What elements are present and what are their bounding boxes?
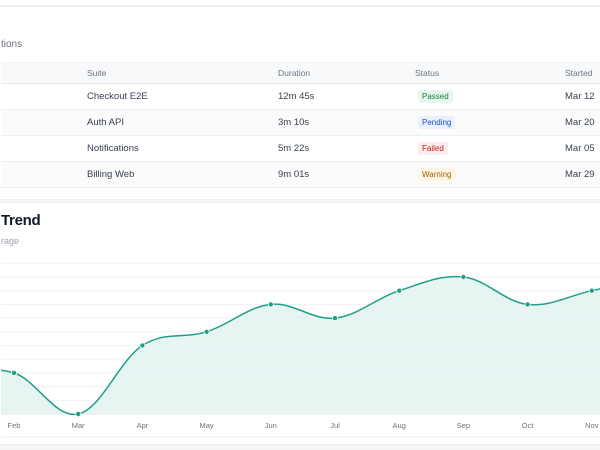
- x-axis-label: Jun: [265, 421, 277, 430]
- suite-cell: Auth API: [87, 109, 278, 136]
- column-header-status[interactable]: Status: [415, 62, 565, 84]
- table-row[interactable]: Billing Web 9m 01s Warning Mar 29: [1, 161, 600, 188]
- status-badge: Pending: [418, 116, 456, 129]
- duration-cell: 5m 22s: [278, 135, 415, 162]
- duration-cell: 9m 01s: [278, 161, 415, 188]
- data-point-marker[interactable]: [267, 301, 274, 308]
- status-badge: Passed: [418, 90, 453, 103]
- started-cell: Mar 12: [565, 83, 600, 110]
- data-point-marker[interactable]: [396, 287, 403, 294]
- table-subtitle: tions: [1, 39, 23, 50]
- suite-cell: Notifications: [87, 135, 278, 162]
- x-axis-label: Apr: [137, 421, 149, 430]
- data-point-marker[interactable]: [139, 342, 146, 349]
- table-row[interactable]: Notifications 5m 22s Failed Mar 05: [1, 135, 600, 162]
- trend-area-chart: Feb Mar Apr May Jun Jul Aug Sep Oct Nov: [1, 262, 600, 438]
- data-point-marker[interactable]: [203, 328, 210, 335]
- data-point-marker[interactable]: [460, 273, 467, 280]
- column-header-suite[interactable]: Suite: [87, 62, 278, 84]
- x-axis-label: Nov: [585, 421, 599, 430]
- status-cell: Warning: [415, 161, 565, 188]
- status-cell: Passed: [415, 83, 565, 110]
- data-point-marker[interactable]: [10, 369, 17, 376]
- x-axis-label: Aug: [393, 421, 406, 430]
- status-cell: Pending: [415, 109, 565, 136]
- started-cell: Mar 29: [565, 161, 600, 188]
- status-badge: Warning: [418, 168, 456, 181]
- x-axis-label: Sep: [457, 421, 470, 430]
- data-point-marker[interactable]: [588, 287, 595, 294]
- x-axis-label: Mar: [72, 421, 85, 430]
- data-point-marker[interactable]: [524, 301, 531, 308]
- status-cell: Failed: [415, 135, 565, 162]
- trend-chart-card: Trend rage Feb Mar Apr May Jun Jul Aug Sep Oct No…: [0, 202, 600, 445]
- test-runs-card: tions Suite Duration Status Started Chec…: [0, 6, 600, 200]
- column-header-started[interactable]: Started: [565, 62, 600, 84]
- data-point-marker[interactable]: [75, 410, 82, 417]
- test-runs-table: Suite Duration Status Started Checkout E…: [1, 62, 600, 188]
- chart-subtitle: rage: [1, 236, 20, 246]
- row-name-cell: [1, 109, 87, 136]
- area-fill: [1, 276, 600, 415]
- started-cell: Mar 20: [565, 109, 600, 136]
- status-badge: Failed: [418, 142, 448, 155]
- duration-cell: 12m 45s: [278, 83, 415, 110]
- row-name-cell: [1, 83, 87, 110]
- row-name-cell: [1, 135, 87, 162]
- column-header-name[interactable]: [1, 62, 87, 84]
- suite-cell: Billing Web: [87, 161, 278, 188]
- top-card-edge: [0, 0, 600, 6]
- data-point-marker[interactable]: [331, 315, 338, 322]
- x-axis-label: Oct: [522, 421, 535, 430]
- table-row[interactable]: Checkout E2E 12m 45s Passed Mar 12: [1, 83, 600, 110]
- suite-cell: Checkout E2E: [87, 83, 278, 110]
- column-header-duration[interactable]: Duration: [278, 62, 415, 84]
- chart-title: Trend: [1, 212, 41, 229]
- table-row[interactable]: Auth API 3m 10s Pending Mar 20: [1, 109, 600, 136]
- x-axis-label: Feb: [8, 421, 21, 430]
- x-axis-label: Jul: [330, 421, 340, 430]
- started-cell: Mar 05: [565, 135, 600, 162]
- x-axis-label: May: [200, 421, 214, 430]
- row-name-cell: [1, 161, 87, 188]
- duration-cell: 3m 10s: [278, 109, 415, 136]
- table-header-row: Suite Duration Status Started: [1, 62, 600, 84]
